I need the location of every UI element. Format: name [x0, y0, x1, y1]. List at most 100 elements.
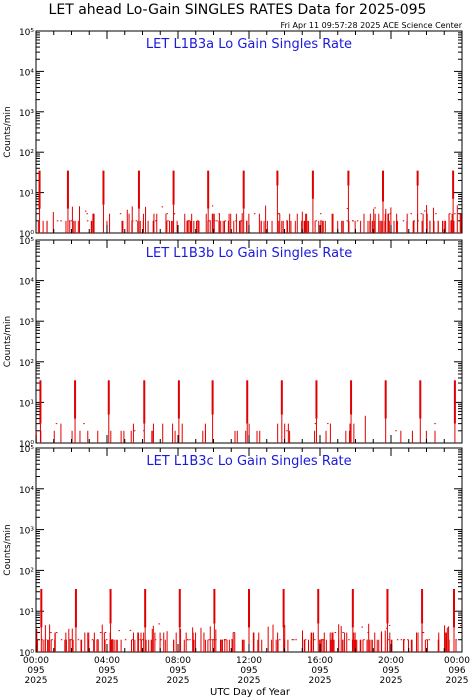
- count-point: [389, 213, 391, 215]
- count-point: [188, 220, 191, 222]
- count-point: [70, 639, 72, 641]
- count-point: [407, 639, 409, 641]
- count-point: [327, 423, 329, 425]
- x-tick-year: 2025: [309, 676, 332, 686]
- x-axis: 00:00095202504:00095202508:00095202512:0…: [23, 31, 470, 686]
- y-tick-label: 10⁵: [19, 28, 34, 38]
- background-counts: [35, 415, 436, 443]
- y-tick-label: 10⁴: [19, 486, 34, 496]
- count-point: [96, 639, 99, 641]
- count-point: [105, 639, 108, 641]
- x-tick-time: 04:00: [94, 656, 120, 666]
- count-point: [363, 639, 365, 641]
- count-point: [460, 624, 462, 626]
- y-tick-label: 10⁴: [19, 278, 34, 288]
- count-point: [218, 213, 221, 215]
- count-point: [346, 207, 349, 209]
- panel-2: LET L1B3b Lo Gain Singles Rate 10⁰ 10¹ 10² 1…: [3, 237, 463, 450]
- x-tick-time: 16:00: [307, 656, 333, 666]
- count-point: [173, 213, 176, 215]
- y-tick-label: 10³: [19, 109, 34, 119]
- x-tick-doy: 095: [169, 666, 186, 676]
- count-point: [167, 220, 169, 222]
- count-point: [161, 206, 164, 208]
- count-point: [395, 430, 397, 432]
- count-point: [142, 639, 144, 641]
- count-point: [346, 220, 349, 222]
- panel-title: LET L1B3b Lo Gain Singles Rate: [146, 246, 352, 261]
- count-point: [455, 639, 457, 641]
- x-tick-doy: 096: [448, 666, 465, 676]
- count-point: [423, 210, 426, 212]
- y-tick-label: 10⁰: [19, 440, 34, 450]
- count-point: [426, 639, 428, 641]
- count-point: [104, 632, 107, 634]
- count-point: [56, 220, 59, 222]
- count-point: [211, 205, 214, 207]
- y-tick-label: 10³: [19, 527, 34, 537]
- count-point: [367, 632, 369, 634]
- count-point: [319, 213, 322, 215]
- count-point: [449, 213, 451, 215]
- timestamp: Fri Apr 11 09:57:28 2025 ACE Science Cen…: [280, 21, 462, 30]
- count-point: [154, 639, 157, 641]
- count-point: [224, 220, 227, 222]
- x-tick-time: 08:00: [165, 656, 191, 666]
- count-point: [131, 220, 134, 222]
- count-point: [60, 220, 62, 222]
- figure-title: LET ahead Lo-Gain SINGLES RATES Data for…: [49, 2, 427, 18]
- count-point: [212, 639, 215, 641]
- count-point: [216, 220, 218, 222]
- count-point: [55, 423, 58, 425]
- y-tick-label: 10²: [19, 359, 34, 369]
- count-point: [186, 639, 189, 641]
- panel-title: LET L1B3c Lo Gain Singles Rate: [146, 454, 351, 469]
- count-point: [225, 639, 227, 641]
- count-point: [124, 639, 127, 641]
- y-tick-label: 10²: [19, 567, 34, 577]
- count-point: [279, 639, 281, 641]
- count-point: [55, 632, 58, 634]
- count-point: [50, 632, 52, 634]
- count-point: [209, 220, 211, 222]
- count-point: [434, 423, 436, 425]
- background-counts: [37, 205, 462, 233]
- x-tick-year: 2025: [167, 676, 190, 686]
- panels: LET L1B3a Lo Gain Singles Rate 10⁰ 10¹ 10² 1…: [3, 28, 463, 659]
- plot-frame: [35, 30, 463, 234]
- count-point: [158, 623, 160, 625]
- count-point: [277, 213, 280, 215]
- y-tick-label: 10¹: [19, 399, 34, 409]
- count-point: [235, 220, 237, 222]
- count-point: [131, 639, 134, 641]
- count-point: [292, 639, 295, 641]
- count-point: [233, 632, 235, 634]
- x-tick-time: 00:00: [444, 656, 470, 666]
- count-point: [295, 639, 297, 641]
- y-tick-label: 10⁰: [19, 230, 34, 240]
- count-point: [420, 213, 423, 215]
- count-point: [129, 629, 132, 631]
- count-point: [91, 639, 94, 641]
- count-point: [385, 627, 388, 629]
- y-axis-label: Counts/min: [3, 524, 13, 575]
- x-tick-doy: 095: [27, 666, 44, 676]
- count-point: [286, 430, 288, 432]
- count-point: [118, 630, 120, 632]
- count-point: [286, 220, 288, 222]
- x-tick-year: 2025: [25, 676, 48, 686]
- y-tick-label: 10²: [19, 149, 34, 159]
- x-tick-year: 2025: [380, 676, 403, 686]
- count-point: [342, 632, 344, 634]
- count-point: [83, 423, 85, 425]
- x-tick-doy: 095: [382, 666, 399, 676]
- count-point: [86, 220, 89, 222]
- count-point: [223, 639, 226, 641]
- count-point: [135, 220, 138, 222]
- y-tick-label: 10⁵: [19, 445, 34, 455]
- x-tick-time: 20:00: [378, 656, 404, 666]
- count-point: [187, 220, 189, 222]
- count-point: [68, 220, 71, 222]
- count-point: [77, 639, 80, 641]
